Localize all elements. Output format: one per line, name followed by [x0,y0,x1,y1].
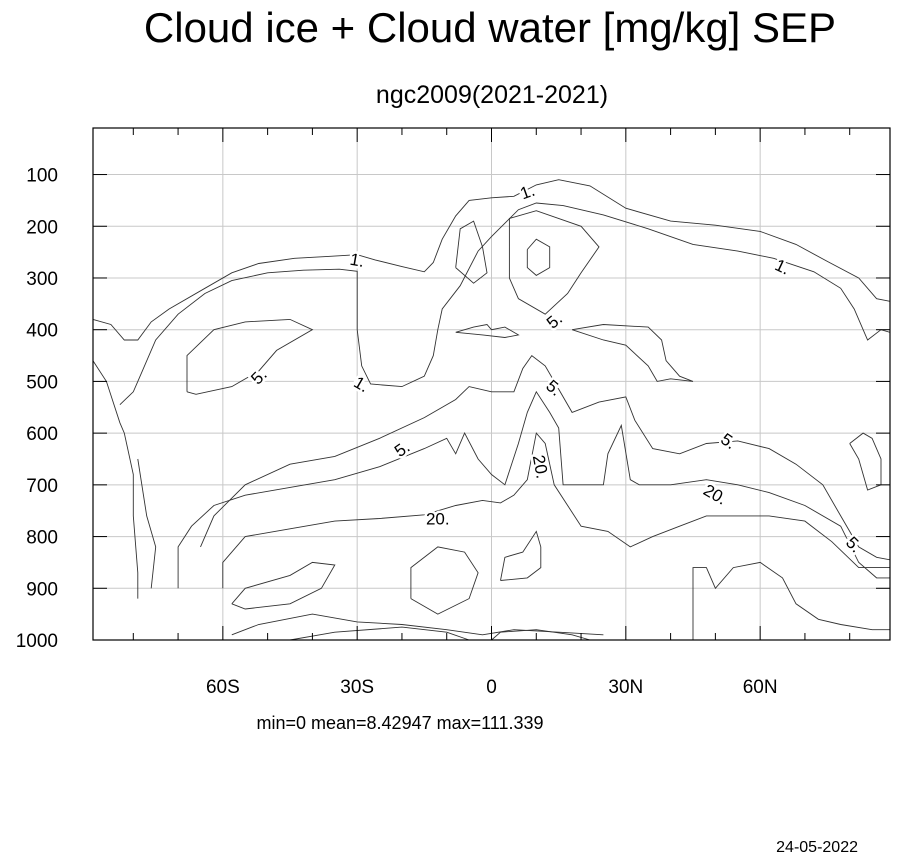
contour-labels: 1.1.1.1.5.5. 5.5. 5.5.20.20.20. [245,178,868,559]
contour-line [177,390,890,589]
x-tick-label: 60N [743,677,778,698]
x-tick-label: 30S [340,677,374,698]
contour-label: 5. [391,437,414,461]
contour-line [849,432,882,491]
grid-lines [93,128,890,641]
contour-line [200,354,891,561]
contour-label: 1. [348,250,365,271]
x-axis-tick-labels: 60S 30S 0 30N 60N [206,677,778,698]
contour-line [455,220,488,284]
contour-line [119,202,891,406]
stats-text: min=0 mean=8.42947 max=111.339 [256,713,543,733]
y-tick-label: 100 [26,166,58,187]
x-tick-label: 30N [608,677,643,698]
y-tick-label: 600 [26,424,58,445]
y-tick-label: 700 [26,476,58,497]
contour-line [92,360,139,599]
y-axis-tick-labels: 100 200 300 400 500 600 700 800 900 1000 [16,166,58,652]
x-tick-label: 60S [206,677,240,698]
contour-line [231,613,604,636]
y-tick-label: 800 [26,528,58,549]
contour-line [231,561,336,610]
contour-line [92,179,891,341]
y-tick-label: 900 [26,579,58,600]
contour-lines [92,179,891,641]
contour-line [455,324,520,338]
date-stamp: 24-05-2022 [776,839,858,856]
y-tick-label: 200 [26,217,58,238]
chart-subtitle: ngc2009(2021-2021) [376,81,608,109]
contour-label: 5. [542,376,565,400]
y-tick-label: 1000 [16,631,58,652]
contour-line [222,432,890,589]
contour-line [410,546,479,615]
contour-label: 20. [426,509,450,528]
contour-label: 5. [247,365,270,388]
y-tick-label: 400 [26,321,58,342]
contour-label: 1. [351,373,373,397]
y-tick-label: 500 [26,372,58,393]
contour-line [508,210,600,315]
contour-line [137,458,157,589]
contour-label: 1. [518,181,538,204]
contour-line [500,530,542,581]
contour-line [491,629,591,641]
x-tick-label: 0 [486,677,497,698]
contour-line [526,238,551,276]
chart-title: Cloud ice + Cloud water [mg/kg] SEP [144,4,836,51]
contour-label: 20. [529,454,552,481]
contour-line [571,324,694,382]
axis-ticks [93,128,890,641]
y-tick-label: 300 [26,269,58,290]
contour-line [289,626,470,641]
contour-line [186,318,314,395]
contour-line [692,561,890,640]
